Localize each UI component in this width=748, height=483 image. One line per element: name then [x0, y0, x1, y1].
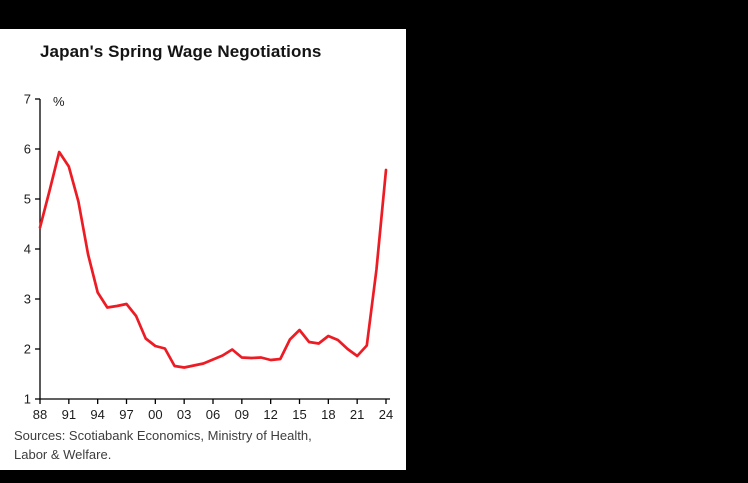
y-tick-label: 5	[24, 192, 31, 207]
y-tick-label: 3	[24, 292, 31, 307]
source-note: Sources: Scotiabank Economics, Ministry …	[14, 428, 312, 462]
x-tick-label: 88	[33, 407, 47, 422]
x-tick-label: 18	[321, 407, 335, 422]
bottom-black-bar	[0, 470, 748, 483]
x-tick-label: 00	[148, 407, 162, 422]
y-axis-unit-label: %	[53, 94, 65, 109]
x-tick-label: 97	[119, 407, 133, 422]
y-tick-label: 4	[24, 242, 31, 257]
x-tick-label: 15	[292, 407, 306, 422]
x-tick-label: 24	[379, 407, 393, 422]
wage-line	[38, 150, 388, 369]
x-tick-label: 09	[235, 407, 249, 422]
y-tick-label: 2	[24, 342, 31, 357]
y-tick-label: 1	[24, 392, 31, 407]
x-tick-label: 12	[263, 407, 277, 422]
y-tick-label: 7	[24, 92, 31, 107]
x-tick-label: 06	[206, 407, 220, 422]
x-tick-label: 21	[350, 407, 364, 422]
x-tick-label: 94	[90, 407, 104, 422]
y-tick-label: 6	[24, 142, 31, 157]
x-tick-label: 03	[177, 407, 191, 422]
right-black-panel	[406, 29, 748, 483]
chart-title: Japan's Spring Wage Negotiations	[40, 42, 322, 61]
x-tick-label: 91	[62, 407, 76, 422]
top-black-bar	[0, 0, 748, 29]
